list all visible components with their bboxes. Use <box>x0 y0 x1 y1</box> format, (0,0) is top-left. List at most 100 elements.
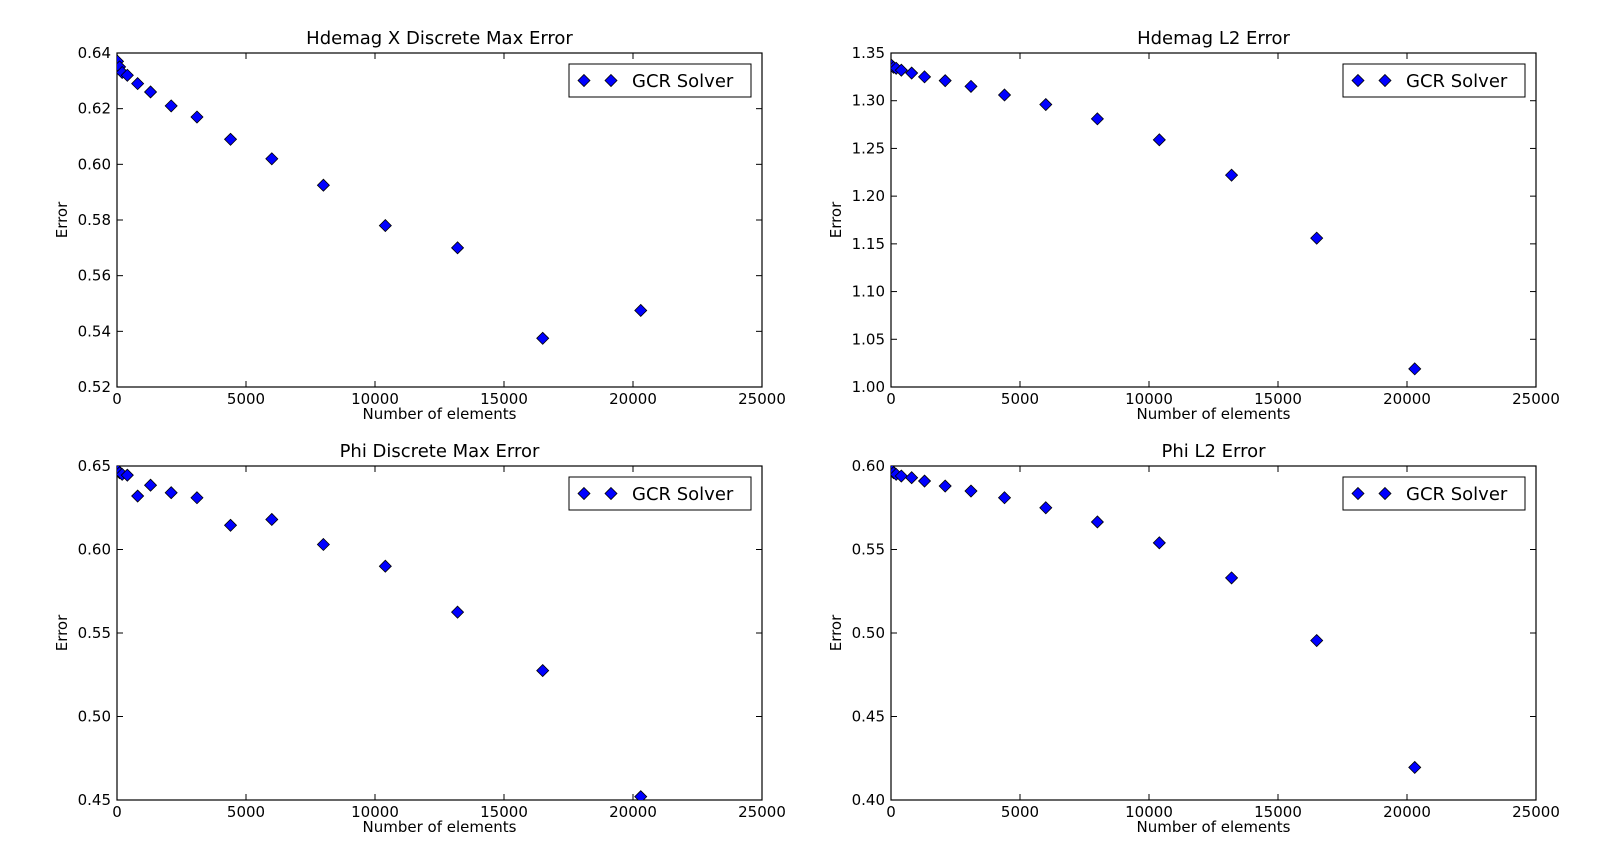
x-axis-label: Number of elements <box>1137 405 1291 423</box>
series-gcr-solver <box>891 58 1422 376</box>
data-point <box>1090 112 1104 126</box>
data-point <box>131 77 145 91</box>
data-point <box>131 489 145 503</box>
data-point <box>536 331 550 345</box>
data-point <box>1090 515 1104 529</box>
x-tick-label: 25000 <box>738 390 786 408</box>
x-tick-label: 0 <box>886 390 896 408</box>
data-point <box>938 74 952 88</box>
subplot-2: Hdemag L2 Error 0 5000 10000 15000 20000 25000… <box>827 28 1560 423</box>
legend: GCR Solver <box>1342 63 1526 98</box>
legend-marker <box>1378 486 1392 501</box>
data-point <box>120 68 134 82</box>
x-tick-label: 10000 <box>351 390 399 408</box>
x-tick-label: 10000 <box>1125 390 1173 408</box>
subplot-1: Hdemag X Discrete Max Error 0 5000 10000 150… <box>53 28 786 423</box>
y-tick-label: 0.64 <box>78 44 111 62</box>
data-point <box>1224 168 1239 182</box>
data-point <box>1408 362 1422 376</box>
data-point <box>1408 760 1422 775</box>
legend-label: GCR Solver <box>1406 71 1508 92</box>
y-tick-label: 1.20 <box>852 187 885 205</box>
y-tick-label: 0.45 <box>78 791 111 809</box>
series-gcr-solver <box>891 466 1422 775</box>
data-point <box>265 152 279 166</box>
y-tick-label: 0.60 <box>852 457 885 475</box>
x-axis-label: Number of elements <box>363 818 517 836</box>
legend: GCR Solver <box>568 63 752 98</box>
chart-title: Phi L2 Error <box>1161 441 1266 462</box>
data-point <box>905 471 919 485</box>
x-tick-label: 5000 <box>227 390 265 408</box>
y-tick-label: 1.35 <box>852 44 885 62</box>
plot-area <box>116 465 763 801</box>
legend-label: GCR Solver <box>632 71 734 92</box>
y-tick-label: 1.30 <box>852 92 885 110</box>
data-point <box>223 132 238 146</box>
data-point <box>634 790 648 800</box>
data-point <box>1310 231 1324 245</box>
subplot-3: Phi Discrete Max Error 0 5000 10000 15000 200… <box>53 441 786 836</box>
x-axis-label: Number of elements <box>363 405 517 423</box>
y-tick-label: 0.40 <box>852 791 885 809</box>
legend-marker <box>604 486 618 501</box>
data-point <box>905 66 919 80</box>
data-point <box>997 491 1012 505</box>
x-axis-label: Number of elements <box>1137 818 1291 836</box>
y-axis-label: Error <box>827 201 845 238</box>
data-point <box>536 664 550 678</box>
x-tick-label: 5000 <box>1001 803 1039 821</box>
plot-area <box>116 52 763 388</box>
data-point <box>634 303 648 318</box>
legend-marker <box>1351 73 1365 88</box>
data-point <box>894 469 908 483</box>
y-tick-label: 0.55 <box>852 541 885 559</box>
legend-box <box>568 63 752 98</box>
y-tick-label: 1.05 <box>852 330 885 348</box>
data-point <box>917 70 932 84</box>
series-gcr-solver <box>117 54 648 345</box>
y-tick-label: 0.60 <box>78 541 111 559</box>
chart-title: Phi Discrete Max Error <box>340 441 540 462</box>
chart-title: Hdemag L2 Error <box>1137 28 1290 49</box>
data-point <box>190 491 204 505</box>
data-point <box>1310 633 1324 648</box>
x-tick-label: 15000 <box>480 803 528 821</box>
y-axis-label: Error <box>827 614 845 651</box>
series-gcr-solver <box>117 466 648 800</box>
data-point <box>316 537 330 552</box>
x-tick-label: 20000 <box>1383 390 1431 408</box>
plot-area <box>890 52 1537 388</box>
data-point <box>143 85 158 99</box>
x-tick-label: 10000 <box>1125 803 1173 821</box>
legend: GCR Solver <box>568 476 752 511</box>
x-tick-label: 20000 <box>609 390 657 408</box>
x-tick-label: 10000 <box>351 803 399 821</box>
data-point <box>997 88 1012 102</box>
data-point <box>964 484 978 498</box>
x-tick-label: 25000 <box>1512 390 1560 408</box>
data-point <box>378 559 392 573</box>
data-point <box>894 63 908 77</box>
x-tick-label: 0 <box>886 803 896 821</box>
y-tick-label: 0.52 <box>78 378 111 396</box>
data-point <box>1224 571 1239 585</box>
y-tick-label: 0.56 <box>78 267 111 285</box>
subplot-4: Phi L2 Error 0 5000 10000 15000 20000 25000 0.4… <box>827 441 1560 836</box>
x-tick-label: 25000 <box>1512 803 1560 821</box>
x-tick-label: 15000 <box>480 390 528 408</box>
x-tick-label: 25000 <box>738 803 786 821</box>
data-point <box>1152 133 1166 147</box>
x-tick-label: 20000 <box>1383 803 1431 821</box>
y-tick-label: 1.15 <box>852 235 885 253</box>
data-point <box>190 110 204 124</box>
x-tick-label: 5000 <box>1001 390 1039 408</box>
data-point <box>316 178 330 192</box>
y-tick-label: 0.45 <box>852 708 885 726</box>
legend-box <box>1342 63 1526 98</box>
y-tick-label: 0.55 <box>78 624 111 642</box>
y-tick-label: 0.50 <box>852 624 885 642</box>
data-point <box>1039 97 1053 112</box>
legend: GCR Solver <box>1342 476 1526 511</box>
data-point <box>143 478 158 492</box>
